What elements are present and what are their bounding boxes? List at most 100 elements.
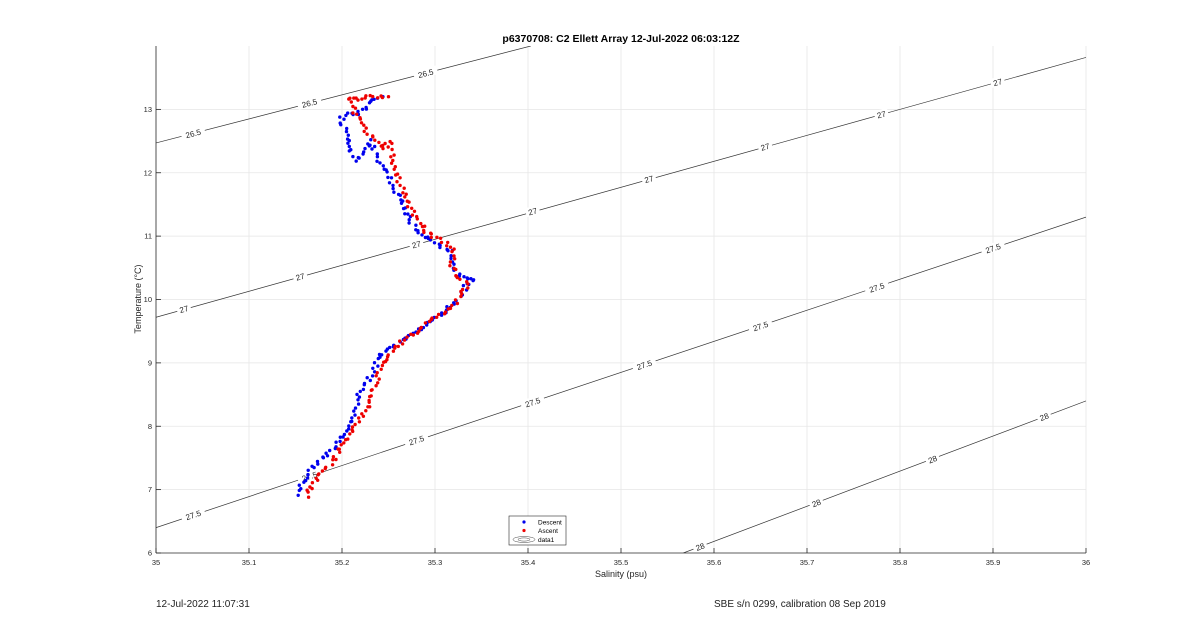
point-descent xyxy=(367,144,371,148)
point-ascent xyxy=(346,437,350,441)
point-descent xyxy=(382,167,386,171)
point-ascent xyxy=(402,186,406,190)
point-descent xyxy=(392,190,396,194)
point-ascent xyxy=(331,455,336,459)
point-ascent xyxy=(337,447,341,451)
point-descent xyxy=(299,487,303,491)
point-ascent xyxy=(365,132,369,136)
x-tick-label: 35.2 xyxy=(335,558,350,567)
point-ascent xyxy=(362,123,366,127)
point-descent xyxy=(350,416,354,420)
point-ascent xyxy=(452,247,456,251)
point-descent xyxy=(349,148,353,152)
point-ascent xyxy=(391,158,395,163)
isopycnal-label-text: 28 xyxy=(927,454,939,466)
point-descent xyxy=(356,155,360,160)
isopycnal-label-text: 27 xyxy=(527,206,539,217)
isopycnal-label-text: 27 xyxy=(644,174,656,185)
point-descent xyxy=(341,435,345,439)
point-ascent xyxy=(450,249,454,254)
point-ascent xyxy=(448,264,452,268)
point-ascent xyxy=(349,100,353,104)
isopycnal-label-bg xyxy=(180,125,206,141)
point-descent xyxy=(345,126,349,131)
point-ascent xyxy=(369,394,373,398)
isopycnal-label-bg xyxy=(691,539,709,553)
point-ascent xyxy=(400,342,405,346)
point-ascent xyxy=(317,472,321,476)
point-ascent xyxy=(405,335,409,339)
point-ascent xyxy=(377,140,381,145)
point-ascent xyxy=(388,139,392,144)
point-descent xyxy=(376,364,380,368)
point-ascent xyxy=(339,443,343,447)
point-ascent xyxy=(389,155,393,159)
point-ascent xyxy=(446,240,450,245)
point-descent xyxy=(375,159,379,163)
point-ascent xyxy=(398,183,402,188)
point-descent xyxy=(381,164,385,168)
point-descent xyxy=(391,183,395,188)
isopycnal-label: 28 xyxy=(924,452,941,466)
point-descent xyxy=(305,476,310,480)
isopycnal-label-bg xyxy=(757,140,773,153)
isopycnal-label-text: 26.5 xyxy=(185,127,203,140)
y-tick-label: 13 xyxy=(144,105,152,114)
point-descent xyxy=(391,186,395,191)
isopycnal-label: 27 xyxy=(989,75,1006,88)
point-descent xyxy=(360,107,365,112)
point-ascent xyxy=(448,245,453,249)
point-descent xyxy=(334,445,338,449)
point-descent xyxy=(462,275,466,279)
point-descent xyxy=(471,278,476,282)
point-ascent xyxy=(435,235,439,239)
point-ascent xyxy=(419,221,423,226)
point-descent xyxy=(346,141,350,145)
isopycnal-label-text: 26.5 xyxy=(301,97,319,110)
point-descent xyxy=(316,462,320,466)
point-descent xyxy=(345,137,350,141)
point-ascent xyxy=(391,349,396,353)
point-ascent xyxy=(357,420,362,424)
legend-data1-label: data1 xyxy=(538,537,555,544)
point-ascent xyxy=(429,235,433,240)
point-descent xyxy=(342,432,347,437)
y-axis-label: Temperature (°C) xyxy=(133,264,143,333)
point-ascent xyxy=(353,106,358,110)
isopycnal-label-bg xyxy=(747,317,774,334)
point-descent xyxy=(387,181,392,185)
legend: Descent Ascent data1 xyxy=(508,515,567,546)
y-tick-label: 11 xyxy=(144,232,152,241)
point-descent xyxy=(361,152,365,156)
isopycnal-label-bg xyxy=(412,65,439,81)
point-descent xyxy=(361,387,366,392)
point-ascent xyxy=(374,384,378,388)
point-descent xyxy=(378,161,382,165)
point-descent xyxy=(407,221,411,225)
point-descent xyxy=(356,402,361,406)
point-descent xyxy=(372,361,377,365)
point-descent xyxy=(372,370,377,374)
isopycnal-label-text: 27 xyxy=(179,304,191,315)
isopycnal-line xyxy=(683,400,1086,553)
x-tick-label: 35.8 xyxy=(893,558,908,567)
point-ascent xyxy=(415,214,419,219)
point-descent xyxy=(414,223,418,227)
isopycnal-label: 26.5 xyxy=(412,65,439,81)
point-ascent xyxy=(465,280,469,284)
point-ascent xyxy=(383,141,387,146)
point-ascent xyxy=(314,476,318,480)
point-ascent xyxy=(403,195,407,199)
x-tick-label: 35 xyxy=(152,558,160,567)
legend-contour-icon xyxy=(512,536,536,543)
point-ascent xyxy=(392,167,396,171)
point-ascent xyxy=(435,315,439,319)
point-descent xyxy=(321,455,325,459)
y-tick-label: 6 xyxy=(148,549,152,558)
point-ascent xyxy=(393,344,397,348)
point-ascent xyxy=(453,257,457,261)
point-ascent xyxy=(360,97,364,101)
series-ascent xyxy=(305,93,470,499)
isopycnal-label-bg xyxy=(408,237,425,251)
point-ascent xyxy=(306,495,311,499)
